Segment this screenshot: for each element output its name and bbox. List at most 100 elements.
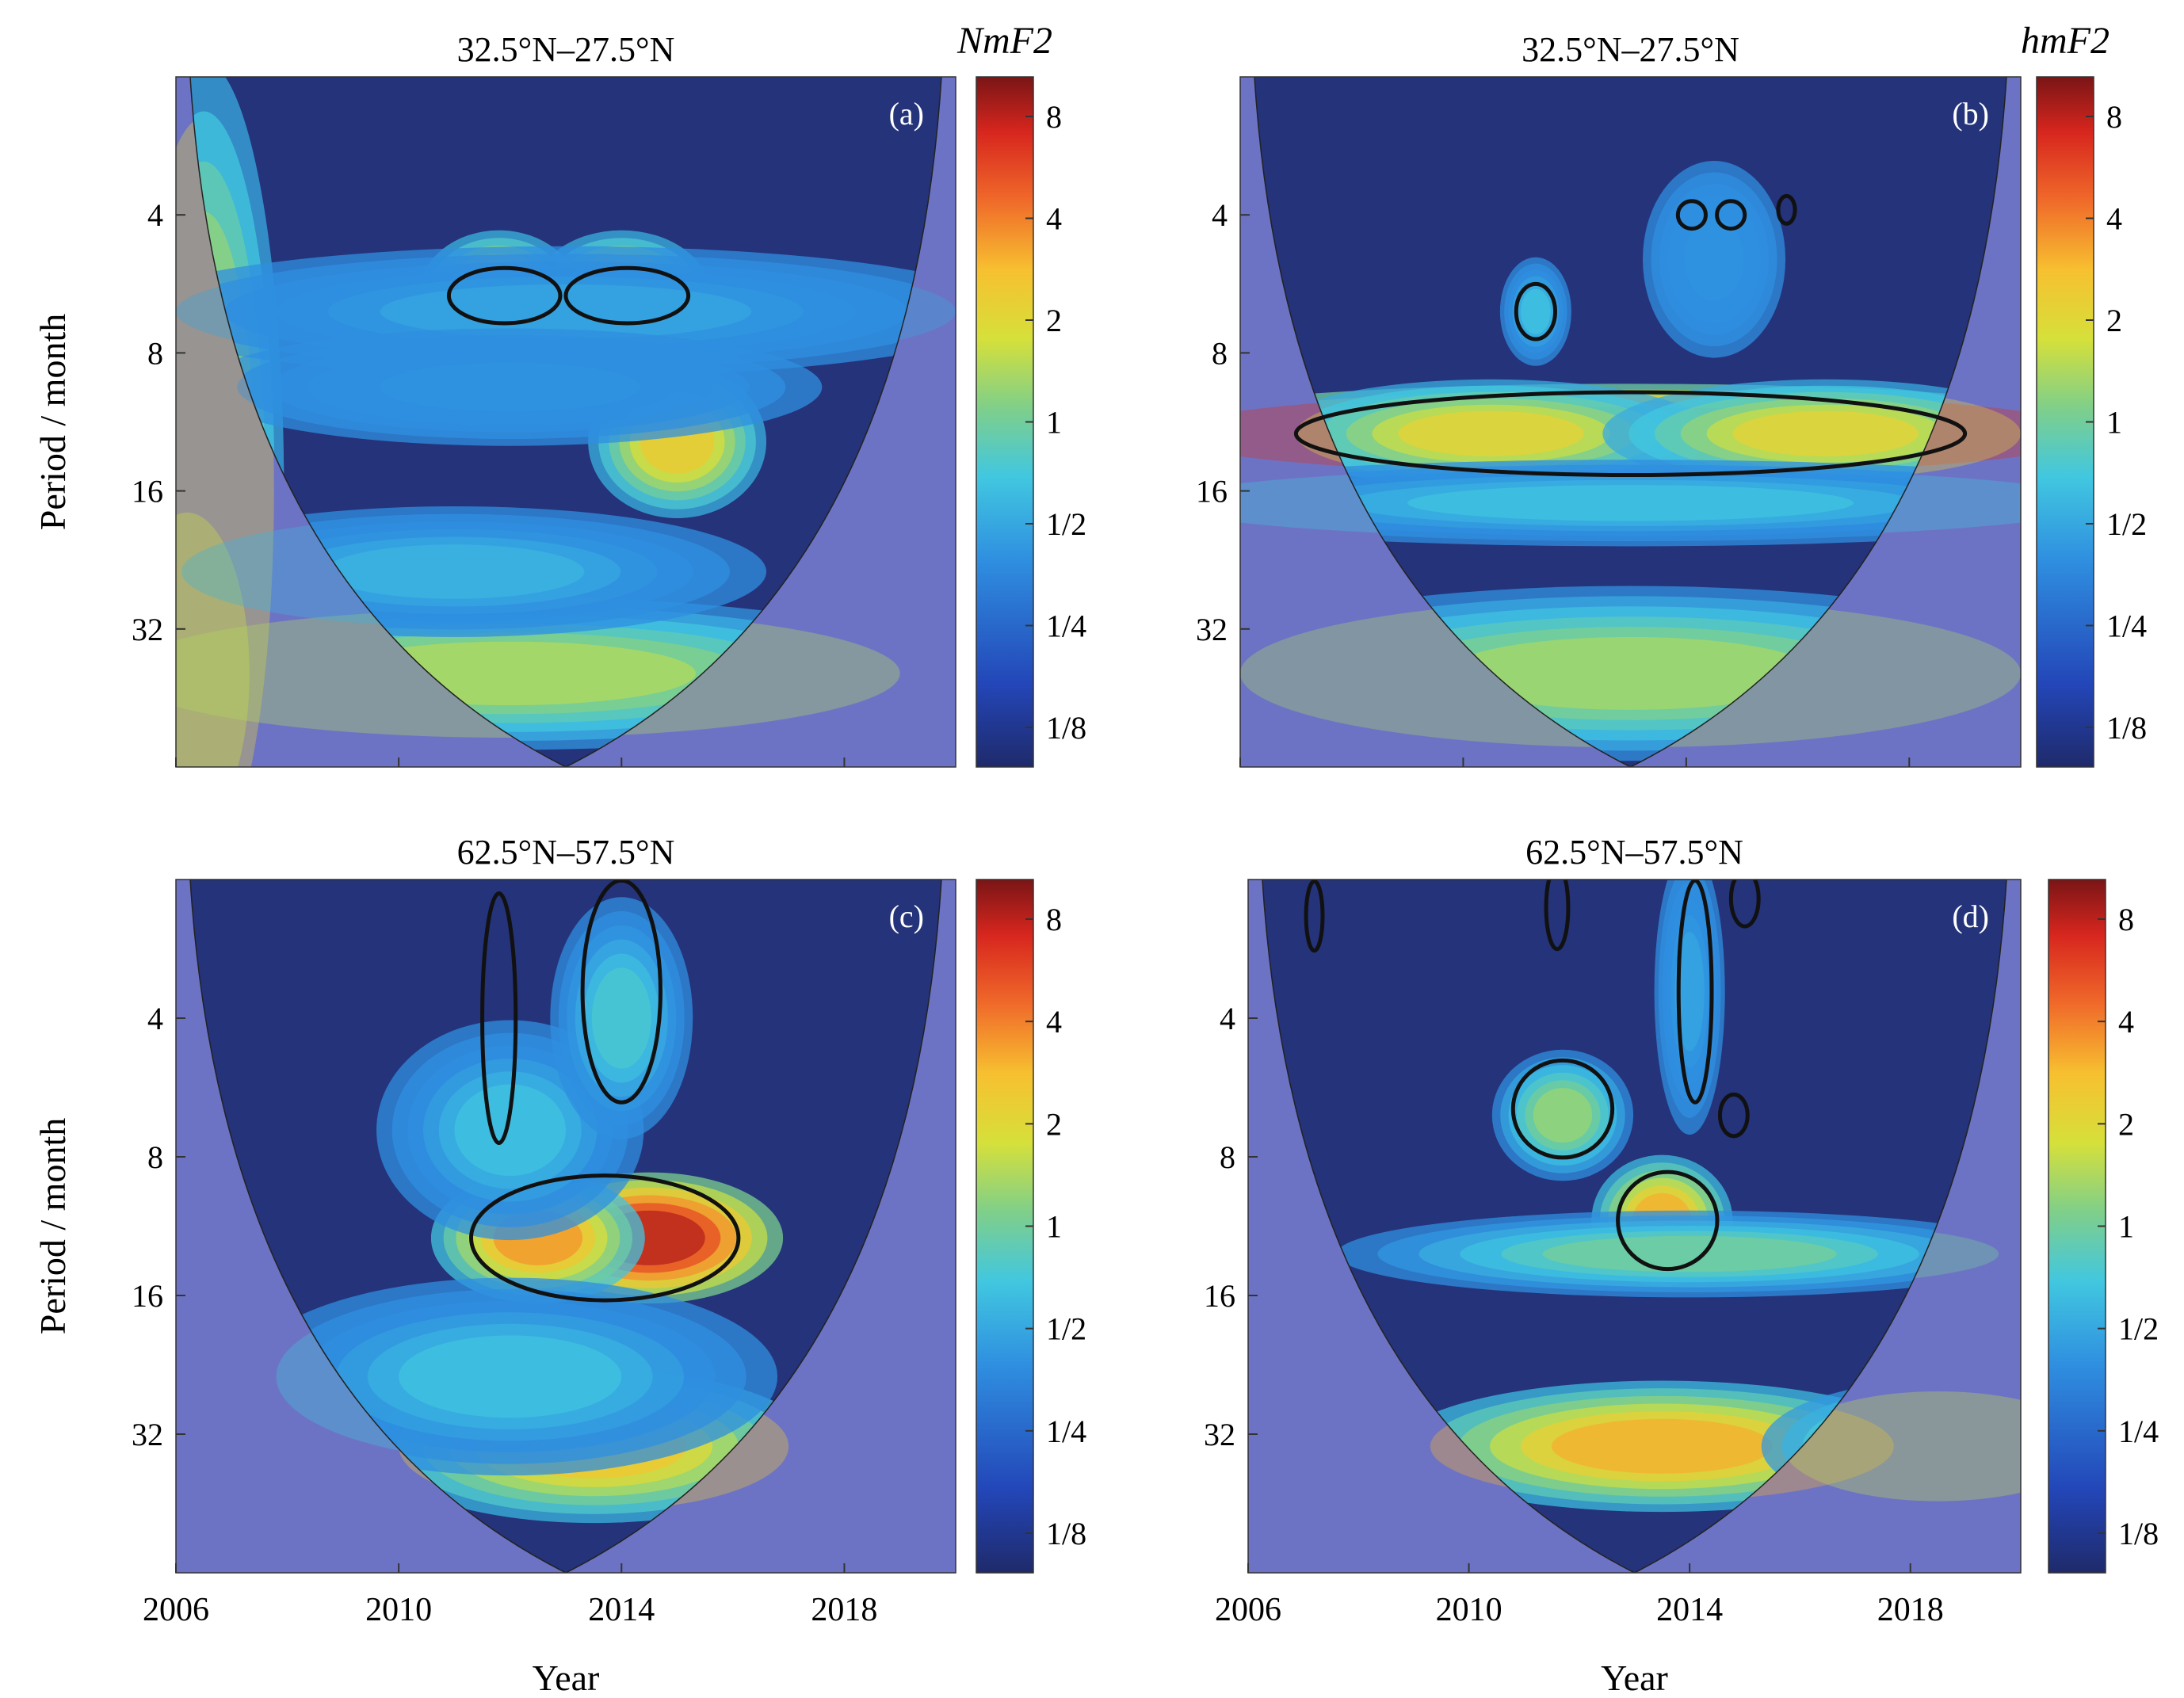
panel-label: (a) — [889, 96, 924, 132]
panel-title: 32.5°N–27.5°N — [1522, 30, 1739, 69]
ytick-label: 16 — [1196, 474, 1228, 509]
plot-area — [1240, 77, 2021, 767]
colorbar-tick-label: 1/2 — [1046, 1311, 1086, 1347]
power-blob-1 — [1398, 410, 1584, 456]
colorbar-tick-label: 2 — [1046, 303, 1062, 338]
colorbar-tick-label: 1/8 — [1046, 710, 1086, 746]
significance-contour-2 — [480, 891, 518, 1145]
panel-1: 4 8 16 32 32.5°N–27.5°N (b) 8 4 2 1 1/2 1/4 1/8 hmF2 — [1196, 20, 2147, 768]
power-blob-4 — [591, 967, 651, 1069]
significance-contour-0 — [469, 1173, 741, 1303]
colorbar-tick-label: 4 — [1046, 1004, 1062, 1040]
ytick-label: 16 — [132, 474, 163, 509]
xtick-label: 2018 — [1877, 1592, 1944, 1628]
ytick-label: 4 — [1220, 1001, 1235, 1036]
significance-contour-6 — [1728, 880, 1761, 929]
significance-contour-2 — [1675, 199, 1708, 231]
significance-contour-1 — [580, 880, 662, 1105]
colorbar — [2048, 879, 2106, 1574]
ytick-label: 16 — [132, 1278, 163, 1314]
power-blob-5 — [1407, 485, 1854, 521]
panel-3: 4 8 16 32 2006 2010 2014 2018 62.5°N–57.5°N (d) Ye… — [1204, 833, 2159, 1698]
x-axis-label: Year — [533, 1658, 600, 1698]
significance-contour-1 — [563, 265, 691, 326]
ytick-label: 16 — [1204, 1278, 1235, 1314]
panel-label: (c) — [889, 899, 924, 934]
power-blob-3 — [1521, 288, 1551, 334]
xtick-label: 2014 — [588, 1592, 655, 1628]
power-blob-3 — [1542, 1235, 1837, 1273]
panel-label: (b) — [1952, 96, 1989, 132]
panel-0: 4 8 16 32 32.5°N–27.5°N (a) Period / month 8 4 2 1… — [32, 20, 1086, 768]
power-blob-5 — [380, 284, 752, 339]
plot-area — [176, 77, 956, 767]
axes-frame — [175, 879, 956, 1574]
colorbar-title: NmF2 — [956, 20, 1052, 62]
colorbar-tick-label: 8 — [1046, 902, 1062, 937]
ytick-label: 8 — [147, 1139, 163, 1175]
colorbar-tick-label: 1 — [1046, 405, 1062, 441]
colorbar-tick-label: 1/4 — [2118, 1414, 2159, 1449]
colorbar-tick-label: 2 — [1046, 1106, 1062, 1142]
coi-blob-1 — [176, 512, 250, 767]
ytick-label: 8 — [147, 335, 163, 371]
significance-contour-3 — [1717, 1092, 1750, 1139]
significance-contour-5 — [1544, 880, 1571, 952]
power-blob-8 — [324, 544, 585, 599]
power-blob-4 — [1444, 636, 1817, 710]
significance-contour-4 — [1304, 880, 1325, 953]
significance-contour-1 — [1514, 281, 1558, 342]
axes-frame — [1247, 879, 2022, 1574]
xtick-label: 2010 — [1436, 1592, 1502, 1628]
ytick-label: 32 — [132, 612, 163, 647]
colorbar-tick-label: 1/8 — [2106, 710, 2147, 746]
colorbar-tick-label: 1/2 — [2106, 506, 2147, 542]
colorbar-tick-label: 1/2 — [2118, 1311, 2159, 1347]
x-axis-label: Year — [1601, 1658, 1668, 1698]
colorbar-tick-label: 4 — [2106, 201, 2122, 237]
xtick-label: 2014 — [1656, 1592, 1723, 1628]
power-blob-1 — [1552, 1418, 1773, 1474]
ytick-label: 8 — [1220, 1139, 1235, 1175]
colorbar-tick-label: 1/4 — [1046, 1414, 1086, 1449]
xtick-label: 2006 — [1215, 1592, 1281, 1628]
panel-2: 4 8 16 32 2006 2010 2014 2018 62.5°N–57.5°N (c) Pe… — [32, 833, 1086, 1698]
colorbar-tick-label: 8 — [1046, 99, 1062, 135]
ytick-label: 32 — [132, 1417, 163, 1452]
colorbar-tick-label: 1/4 — [2106, 609, 2147, 644]
colorbar-tick-label: 8 — [2118, 902, 2134, 937]
significance-contour-0 — [1616, 1170, 1720, 1272]
panel-title: 62.5°N–57.5°N — [1525, 833, 1743, 872]
panel-label: (d) — [1952, 899, 1989, 934]
colorbar — [2036, 76, 2094, 768]
power-blob-6 — [1684, 218, 1744, 301]
ytick-label: 32 — [1196, 612, 1228, 647]
power-blob-3 — [454, 1084, 566, 1177]
plot-area — [176, 880, 956, 1573]
colorbar-tick-label: 1 — [2118, 1209, 2134, 1245]
colorbar — [976, 879, 1034, 1574]
axes-frame — [175, 76, 956, 768]
power-blob-2 — [1533, 1088, 1593, 1143]
ytick-label: 4 — [147, 1001, 163, 1036]
colorbar-tick-label: 2 — [2118, 1106, 2134, 1142]
ytick-label: 32 — [1204, 1417, 1235, 1452]
ytick-label: 8 — [1212, 335, 1228, 371]
colorbar-tick-label: 4 — [2118, 1004, 2134, 1040]
colorbar — [976, 76, 1034, 768]
power-blob-5 — [399, 1335, 622, 1418]
y-axis-label: Period / month — [32, 314, 73, 530]
colorbar-tick-label: 1 — [2106, 405, 2122, 441]
xtick-label: 2018 — [811, 1592, 877, 1628]
colorbar-tick-label: 1/8 — [1046, 1516, 1086, 1551]
colorbar-tick-label: 8 — [2106, 99, 2122, 135]
xtick-label: 2010 — [365, 1592, 432, 1628]
colorbar-tick-label: 1/8 — [2118, 1516, 2159, 1551]
colorbar-tick-label: 2 — [2106, 303, 2122, 338]
power-blob-5 — [1674, 931, 1705, 1051]
ytick-label: 4 — [1212, 197, 1228, 233]
power-blob-2 — [1732, 410, 1919, 456]
significance-contour-3 — [1715, 199, 1747, 231]
panel-title: 62.5°N–57.5°N — [457, 833, 675, 872]
